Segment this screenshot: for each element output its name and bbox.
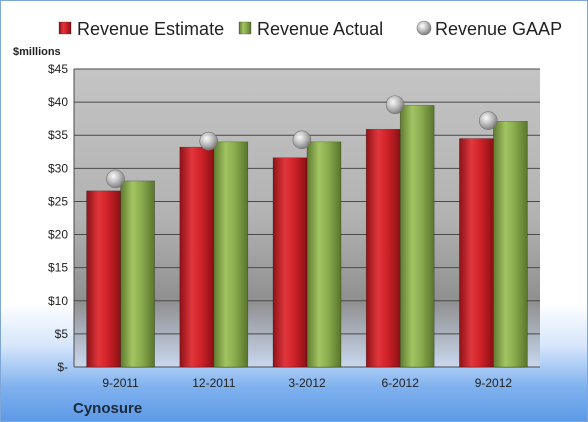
y-unit-label: $millions	[13, 46, 61, 58]
x-tick-label: 9-2011	[102, 376, 139, 390]
y-tick-label: $-	[57, 360, 68, 374]
bar-revenue-actual-12-2011	[213, 141, 249, 368]
legend-label-revenue-actual: Revenue Actual	[257, 19, 383, 39]
marker-revenue-gaap-12-2011	[199, 131, 218, 151]
marker-revenue-gaap-6-2012	[385, 95, 405, 115]
y-tick-label: $10	[48, 294, 68, 308]
y-tick-label: $25	[48, 194, 68, 208]
legend-swatch-revenue-gaap	[416, 20, 432, 36]
bar-revenue-actual-9-2011	[120, 180, 155, 368]
y-tick-label: $5	[55, 327, 69, 341]
legend-label-revenue-estimate: Revenue Estimate	[77, 19, 224, 39]
company-name: Cynosure	[73, 400, 142, 417]
x-tick-label: 12-2011	[192, 376, 235, 390]
legend-swatch-revenue-estimate	[58, 21, 72, 35]
x-tick-label: 9-2012	[475, 376, 513, 390]
bar-revenue-estimate-9-2012	[459, 138, 494, 368]
bar-revenue-estimate-3-2012	[272, 157, 308, 368]
y-tick-label: $30	[48, 161, 68, 175]
bar-revenue-actual-9-2012	[493, 121, 528, 368]
y-tick-label: $20	[48, 228, 68, 242]
y-tick-label: $45	[48, 62, 68, 76]
bar-revenue-estimate-12-2011	[179, 146, 215, 368]
bars	[86, 105, 528, 368]
legend-label-revenue-gaap: Revenue GAAP	[435, 19, 562, 39]
y-tick-label: $15	[48, 261, 68, 275]
y-tick-label: $35	[48, 128, 68, 142]
bar-revenue-estimate-6-2012	[365, 128, 401, 368]
y-tick-labels: $- $5 $10 $15 $20 $25 $30 $35 $40 $45	[48, 62, 68, 374]
y-tick-label: $40	[48, 95, 68, 109]
gaap-markers	[106, 95, 498, 189]
bar-revenue-actual-6-2012	[399, 105, 435, 368]
x-tick-labels: 9-2011 12-2011 3-2012 6-2012 9-2012	[102, 376, 512, 390]
marker-revenue-gaap-9-2012	[478, 111, 498, 130]
marker-revenue-gaap-9-2011	[106, 169, 125, 189]
legend: Revenue Estimate Revenue Actual Revenue GA…	[58, 19, 562, 39]
bar-revenue-estimate-9-2011	[86, 190, 121, 368]
legend-swatch-revenue-actual	[238, 21, 252, 35]
marker-revenue-gaap-3-2012	[292, 130, 312, 150]
x-tick-label: 3-2012	[288, 376, 326, 390]
x-tick-label: 6-2012	[382, 376, 420, 390]
bar-revenue-actual-3-2012	[306, 141, 342, 368]
